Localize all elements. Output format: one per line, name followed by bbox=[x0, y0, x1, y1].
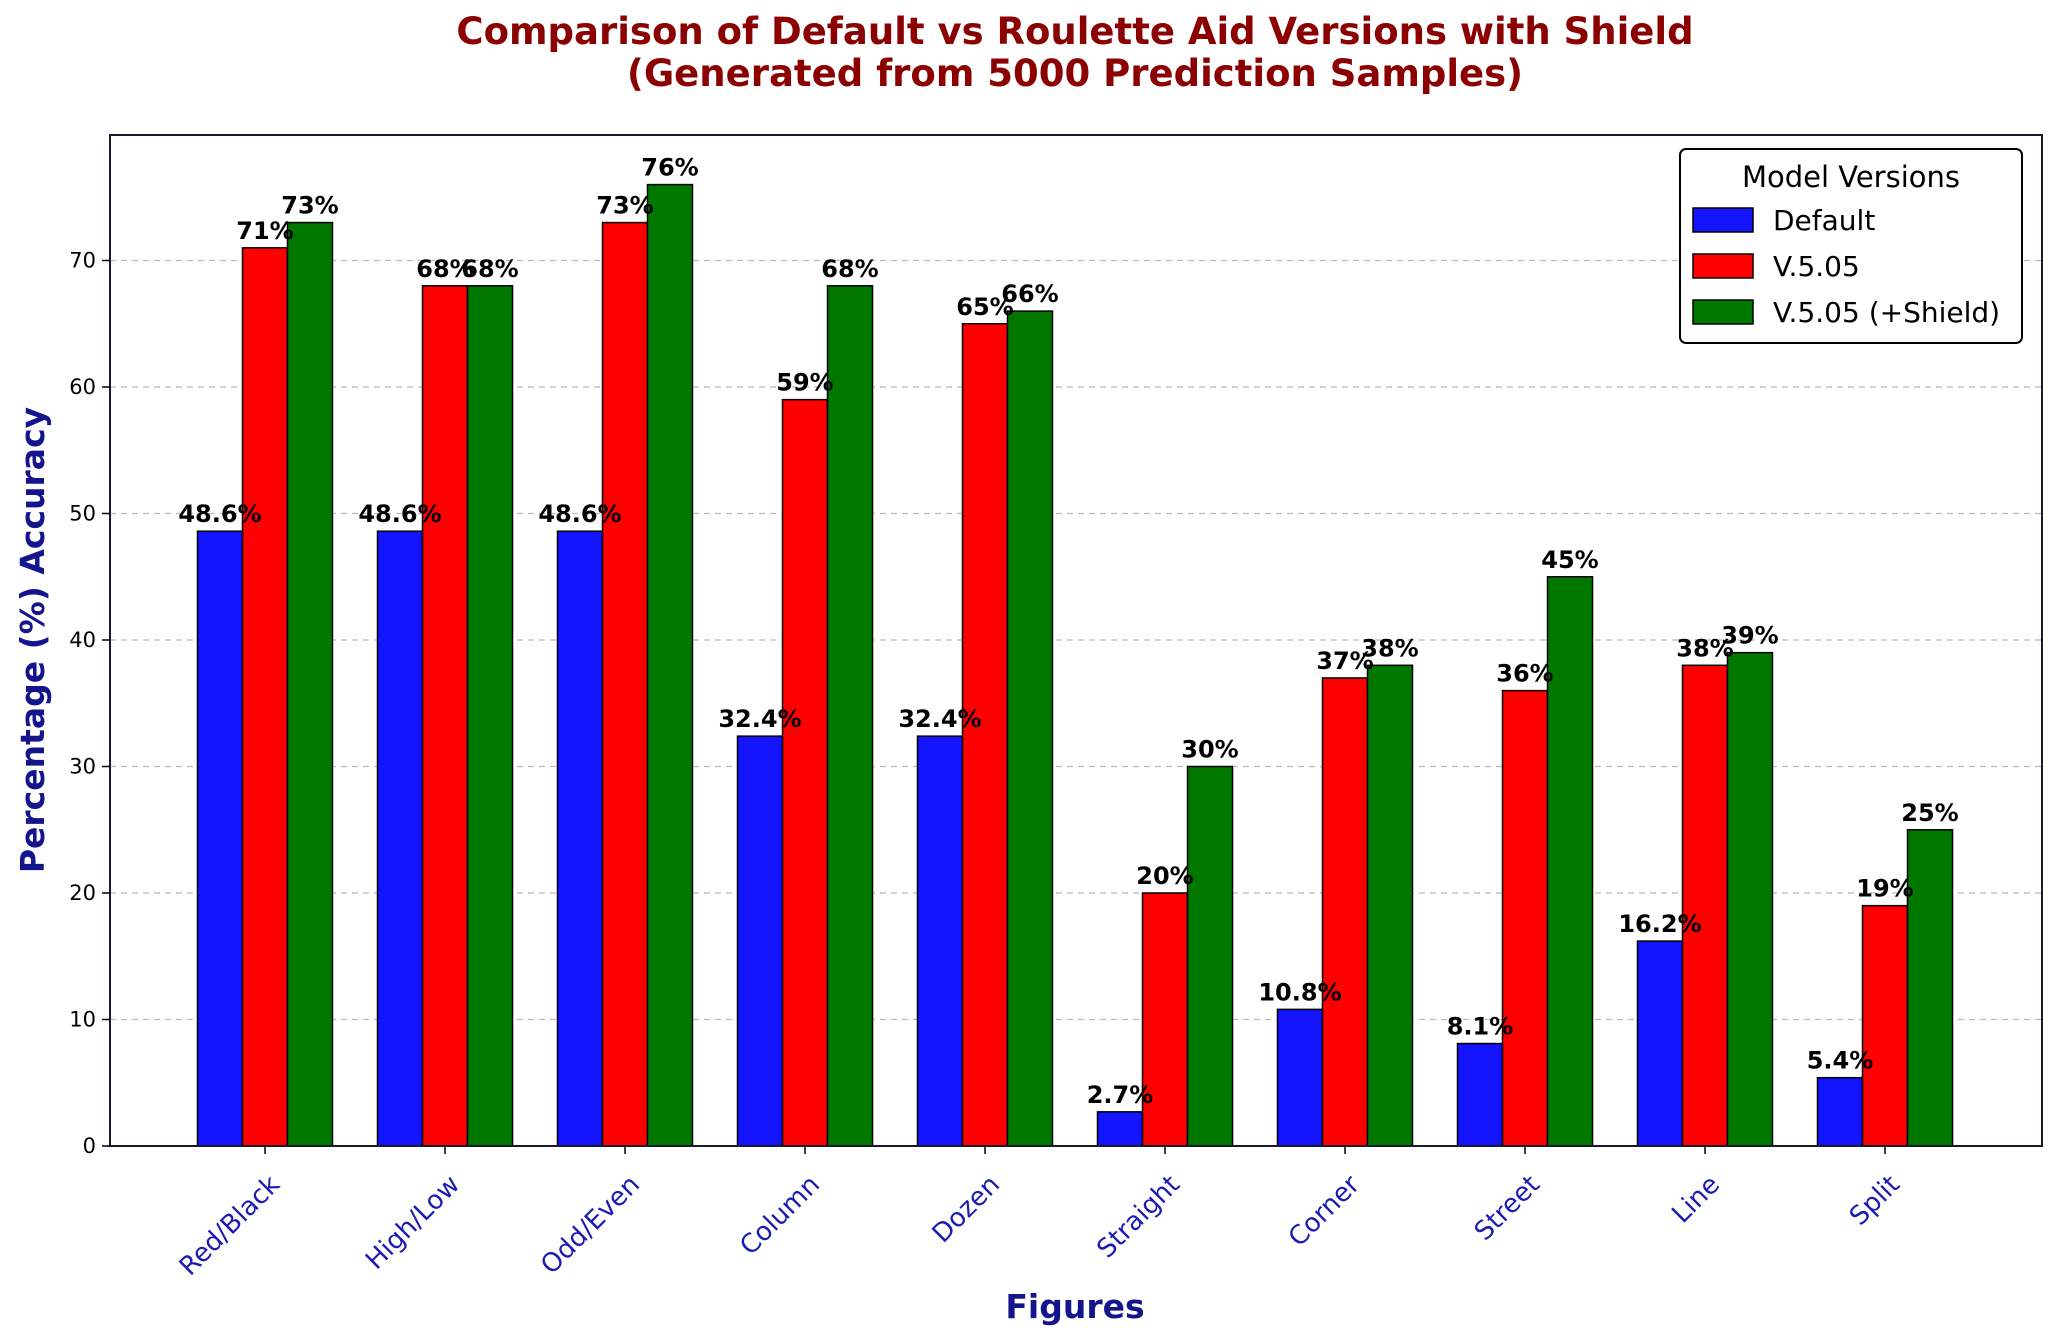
y-tick-label: 10 bbox=[69, 1008, 96, 1032]
data-label: 68% bbox=[821, 255, 878, 283]
data-label: 32.4% bbox=[718, 705, 801, 733]
y-tick-label: 50 bbox=[69, 502, 96, 526]
bar-v-5-05-street bbox=[1501, 689, 1549, 1147]
data-label: 48.6% bbox=[538, 500, 621, 528]
chart-subtitle: (Generated from 5000 Prediction Samples) bbox=[627, 52, 1523, 95]
bar-default-dozen bbox=[916, 735, 964, 1147]
data-label: 71% bbox=[236, 217, 293, 245]
legend-label: V.5.05 bbox=[1773, 250, 1860, 283]
bar-v-5-05-shield-high-low bbox=[466, 285, 514, 1147]
y-tick-label: 30 bbox=[69, 755, 96, 779]
bars bbox=[196, 183, 1954, 1147]
data-label: 39% bbox=[1721, 622, 1778, 650]
bar-v-5-05-shield-split bbox=[1906, 829, 1954, 1147]
bar-v-5-05-shield-line bbox=[1726, 651, 1774, 1147]
bar-v-5-05-shield-dozen bbox=[1006, 310, 1054, 1147]
legend-frame bbox=[1679, 148, 2023, 344]
data-label: 19% bbox=[1856, 875, 1913, 903]
data-label: 5.4% bbox=[1807, 1047, 1874, 1075]
data-label: 36% bbox=[1496, 660, 1553, 688]
bar-default-corner bbox=[1276, 1008, 1324, 1147]
chart-title: Comparison of Default vs Roulette Aid Ve… bbox=[456, 10, 1693, 53]
bar-v-5-05-high-low bbox=[421, 285, 469, 1147]
y-tick-label: 40 bbox=[69, 628, 96, 652]
data-label: 65% bbox=[956, 293, 1013, 321]
bar-default-split bbox=[1816, 1076, 1864, 1147]
data-label: 38% bbox=[1361, 634, 1418, 662]
bar-v-5-05-shield-street bbox=[1546, 576, 1594, 1147]
bar-v-5-05-shield-straight bbox=[1186, 765, 1234, 1147]
data-label: 38% bbox=[1676, 634, 1733, 662]
bar-default-odd-even bbox=[556, 530, 604, 1147]
y-tick-label: 20 bbox=[69, 881, 96, 905]
data-label: 59% bbox=[776, 369, 833, 397]
data-label: 16.2% bbox=[1618, 910, 1701, 938]
data-label: 68% bbox=[416, 255, 473, 283]
y-tick-label: 60 bbox=[69, 375, 96, 399]
bar-v-5-05-corner bbox=[1321, 677, 1369, 1147]
data-label: 45% bbox=[1541, 546, 1598, 574]
data-label: 73% bbox=[281, 192, 338, 220]
bar-v-5-05-shield-red-black bbox=[286, 221, 334, 1147]
y-tick-label: 70 bbox=[69, 249, 96, 273]
data-label: 2.7% bbox=[1087, 1081, 1154, 1109]
legend-label: Default bbox=[1773, 204, 1875, 237]
data-label: 48.6% bbox=[358, 500, 441, 528]
legend: Model Versions Default V.5.05 V.5.05 (+Shi… bbox=[1679, 148, 2023, 344]
y-axis-label: Percentage (%) Accuracy bbox=[13, 407, 52, 873]
bar-v-5-05-shield-column bbox=[826, 285, 874, 1147]
data-label: 25% bbox=[1901, 799, 1958, 827]
data-label: 66% bbox=[1001, 280, 1058, 308]
y-tick-label: 0 bbox=[83, 1134, 96, 1158]
data-label: 48.6% bbox=[178, 500, 261, 528]
bar-v-5-05-column bbox=[781, 398, 829, 1147]
data-label: 73% bbox=[596, 192, 653, 220]
bar-default-red-black bbox=[196, 530, 244, 1147]
data-label: 10.8% bbox=[1258, 978, 1341, 1006]
data-label: 8.1% bbox=[1447, 1013, 1514, 1041]
legend-label: V.5.05 (+Shield) bbox=[1773, 296, 2000, 329]
bar-default-high-low bbox=[376, 530, 424, 1147]
bar-default-line bbox=[1636, 940, 1684, 1147]
legend-title: Model Versions bbox=[1742, 160, 1960, 194]
bar-v-5-05-dozen bbox=[961, 323, 1009, 1147]
data-label: 20% bbox=[1136, 862, 1193, 890]
data-label: 68% bbox=[461, 255, 518, 283]
data-label: 32.4% bbox=[898, 705, 981, 733]
bar-default-straight bbox=[1096, 1111, 1144, 1147]
data-labels: 48.6% 48.6% 48.6% 32.4% 32.4% 2.7% 10.8% 8.1% 16… bbox=[178, 154, 1958, 1109]
bar-v-5-05-shield-corner bbox=[1366, 664, 1414, 1147]
bar-default-column bbox=[736, 735, 784, 1147]
bar-default-street bbox=[1456, 1042, 1504, 1147]
data-label: 30% bbox=[1181, 736, 1238, 764]
data-label: 76% bbox=[641, 154, 698, 182]
bar-v-5-05-shield-odd-even bbox=[646, 183, 694, 1147]
y-axis: 0 10 20 30 40 50 60 70 bbox=[69, 249, 110, 1158]
bar-v-5-05-split bbox=[1861, 904, 1909, 1147]
x-axis-label: Figures bbox=[1005, 1287, 1144, 1326]
bar-v-5-05-line bbox=[1681, 664, 1729, 1147]
legend-swatch bbox=[1692, 253, 1754, 279]
bar-v-5-05-red-black bbox=[241, 247, 289, 1147]
bar-v-5-05-odd-even bbox=[601, 221, 649, 1147]
legend-swatch bbox=[1692, 207, 1754, 233]
legend-swatch bbox=[1692, 299, 1754, 325]
legend-items: Default V.5.05 V.5.05 (+Shield) bbox=[1692, 204, 2000, 329]
data-label: 37% bbox=[1316, 647, 1373, 675]
